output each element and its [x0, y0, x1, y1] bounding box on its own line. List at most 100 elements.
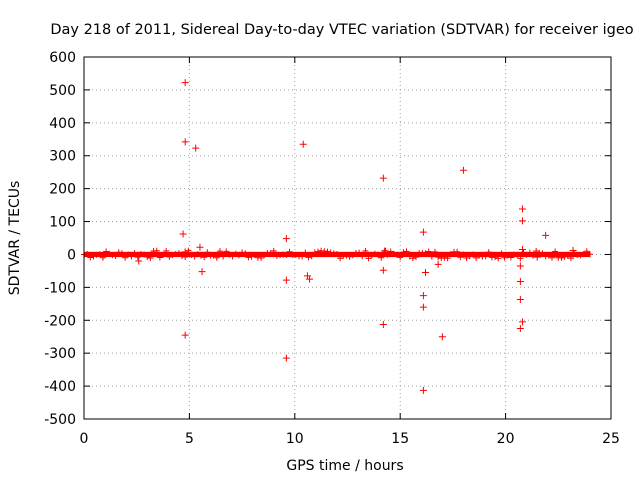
data-point — [542, 231, 550, 239]
baseline-point — [378, 254, 385, 261]
baseline-point — [580, 251, 587, 258]
data-point — [434, 260, 442, 268]
baseline-point — [141, 251, 148, 258]
baseline-point — [311, 249, 318, 256]
baseline-point — [346, 253, 353, 260]
baseline-point — [201, 254, 208, 261]
baseline-point — [223, 248, 230, 255]
baseline-point — [188, 251, 195, 258]
baseline-point — [564, 253, 571, 260]
data-point — [282, 235, 290, 243]
baseline-point — [517, 255, 524, 262]
baseline-point — [137, 250, 144, 257]
baseline-point — [520, 249, 527, 256]
baseline-point — [163, 247, 170, 254]
baseline-point — [210, 252, 217, 259]
baseline-point — [558, 254, 565, 261]
data-point — [179, 230, 187, 238]
baseline-point — [147, 255, 154, 262]
baseline-point — [106, 250, 113, 257]
baseline-point — [384, 251, 391, 258]
data-point — [196, 243, 204, 251]
baseline-point — [409, 255, 416, 262]
baseline-point — [166, 253, 173, 260]
baseline-point — [185, 247, 192, 254]
data-point — [419, 303, 427, 311]
baseline-point — [511, 251, 518, 258]
baseline-point — [431, 248, 438, 255]
data-point — [516, 325, 524, 332]
baseline-point — [375, 251, 382, 258]
baseline-point — [87, 254, 94, 261]
baseline-point — [179, 253, 186, 260]
y-tick-label: 0 — [67, 247, 76, 263]
y-tick-label: -400 — [44, 379, 76, 395]
baseline-point — [548, 254, 555, 261]
baseline-point — [197, 252, 204, 259]
data-point — [518, 217, 526, 225]
baseline-point — [381, 247, 388, 254]
data-point — [569, 247, 577, 255]
baseline-point — [128, 253, 135, 260]
baseline-point — [216, 248, 223, 255]
baseline-point — [90, 253, 97, 260]
baseline-point — [191, 253, 198, 260]
baseline-point — [299, 253, 306, 260]
data-point — [379, 174, 387, 182]
baseline-point — [390, 250, 397, 257]
data-point — [381, 247, 389, 255]
data-point — [533, 253, 541, 261]
baseline-point — [308, 253, 315, 260]
baseline-point — [542, 253, 549, 260]
baseline-point — [368, 252, 375, 259]
baseline-point — [103, 248, 110, 255]
baseline-point — [567, 255, 574, 262]
baseline-point — [539, 250, 546, 257]
baseline-point — [153, 247, 160, 254]
baseline-point — [504, 252, 511, 259]
baseline-point — [330, 250, 337, 257]
baseline-point — [220, 253, 227, 260]
baseline-point — [270, 247, 277, 254]
baseline-point — [485, 249, 492, 256]
baseline-point — [229, 253, 236, 260]
baseline-point — [428, 253, 435, 260]
baseline-point — [251, 251, 258, 258]
data-point — [419, 386, 427, 394]
baseline-point — [242, 250, 249, 257]
data-point — [379, 266, 387, 274]
baseline-point — [286, 248, 293, 255]
baseline-point — [349, 252, 356, 259]
baseline-point — [362, 247, 369, 254]
chart-title: Day 218 of 2011, Sidereal Day-to-day VTE… — [50, 22, 633, 38]
data-point — [419, 228, 427, 236]
baseline-point — [156, 254, 163, 261]
baseline-point — [466, 253, 473, 260]
x-tick-label: 10 — [286, 431, 304, 447]
grid-lines — [84, 57, 611, 419]
baseline-point — [96, 251, 103, 258]
baseline-point — [365, 255, 372, 262]
baseline-point — [422, 250, 429, 257]
baseline-point — [283, 251, 290, 258]
baseline-point — [473, 254, 480, 261]
baseline-point — [292, 251, 299, 258]
baseline-point — [482, 253, 489, 260]
baseline-point — [444, 255, 451, 262]
y-tick-label: -100 — [44, 280, 76, 296]
x-tick-label: 15 — [391, 431, 409, 447]
baseline-point — [267, 250, 274, 257]
baseline-point — [144, 254, 151, 261]
baseline-point — [160, 251, 167, 258]
baseline-point — [245, 254, 252, 261]
baseline-point — [413, 254, 420, 261]
data-point — [516, 262, 524, 270]
baseline-point — [337, 255, 344, 262]
baseline-point — [248, 253, 255, 260]
data-point — [419, 292, 427, 300]
baseline-point — [460, 251, 467, 258]
data-point — [198, 268, 206, 276]
baseline-point — [84, 250, 91, 257]
baseline-point — [571, 250, 578, 257]
y-tick-label: 600 — [49, 50, 76, 66]
